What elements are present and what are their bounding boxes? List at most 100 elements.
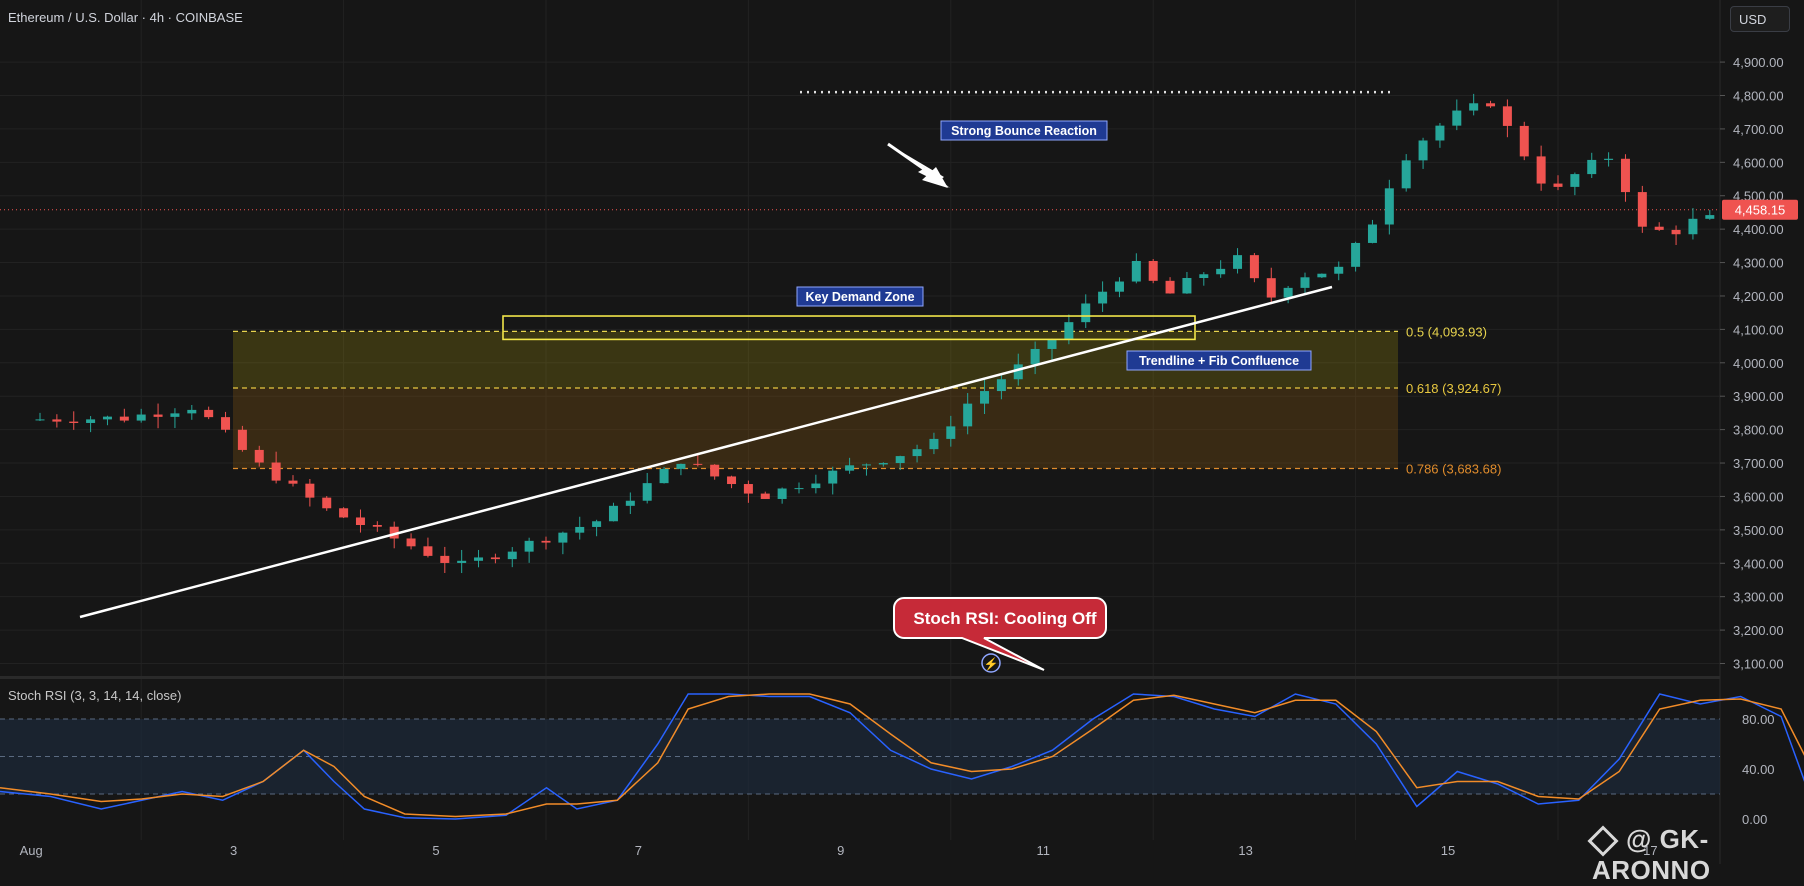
candle-body (1672, 230, 1681, 234)
stoch-callout-text: Stoch RSI: Cooling Off (913, 609, 1097, 628)
candle-body (946, 426, 955, 439)
candle-body (744, 484, 753, 494)
candle-body (1216, 269, 1225, 274)
stoch-rsi-title: Stoch RSI (3, 3, 14, 14, close) (8, 688, 181, 703)
key-demand-zone-label: Key Demand Zone (797, 287, 923, 306)
candle-body (778, 489, 787, 499)
candle-body (1334, 267, 1343, 274)
price-tick-label: 4,100.00 (1733, 322, 1784, 337)
candle-body (997, 379, 1006, 391)
price-tick-label: 3,200.00 (1733, 623, 1784, 638)
candle-body (407, 538, 416, 546)
price-tick-label: 4,400.00 (1733, 222, 1784, 237)
candle-body (1031, 349, 1040, 364)
candle-body (120, 417, 129, 421)
candle-body (1199, 274, 1208, 278)
price-tick-label: 4,600.00 (1733, 155, 1784, 170)
price-tick-label: 3,700.00 (1733, 456, 1784, 471)
price-tick-label: 4,000.00 (1733, 356, 1784, 371)
candle-body (1587, 160, 1596, 174)
candle-body (440, 556, 449, 563)
price-tick-label: 4,900.00 (1733, 55, 1784, 70)
candle-body (1081, 303, 1090, 322)
trendline-fib-label-text: Trendline + Fib Confluence (1139, 354, 1299, 368)
candle-body (86, 419, 95, 423)
candle-body (1385, 188, 1394, 224)
candle-body (1233, 255, 1242, 269)
price-tick-label: 4,700.00 (1733, 122, 1784, 137)
price-tick-label: 3,300.00 (1733, 590, 1784, 605)
candle-body (457, 561, 466, 563)
candle-body (491, 557, 500, 559)
time-tick-label: 9 (837, 843, 844, 858)
candle-body (795, 488, 804, 489)
price-tick-label: 4,800.00 (1733, 89, 1784, 104)
candle-body (710, 465, 719, 477)
candle-body (1368, 224, 1377, 242)
price-tick-label: 3,900.00 (1733, 389, 1784, 404)
candle-body (913, 449, 922, 456)
binance-logo-icon (1587, 826, 1618, 857)
candle-body (322, 498, 331, 509)
candle-body (643, 483, 652, 501)
price-tick-label: 3,800.00 (1733, 423, 1784, 438)
price-tick-label: 3,600.00 (1733, 489, 1784, 504)
candle-body (963, 404, 972, 427)
candle-body (862, 464, 871, 465)
candle-body (828, 471, 837, 484)
rsi-axis-label: 40.00 (1742, 762, 1775, 777)
candle-body (1486, 103, 1495, 106)
candle-body (558, 533, 567, 543)
fib-zone-0.618-0.786 (233, 388, 1398, 469)
candle-body (1149, 261, 1158, 281)
candle-body (69, 422, 78, 423)
candle-body (1604, 159, 1613, 160)
candle-body (238, 430, 247, 450)
candle-body (1554, 184, 1563, 187)
strong-bounce-label-text: Strong Bounce Reaction (951, 124, 1097, 138)
candle-body (508, 552, 517, 559)
candle-body (1132, 261, 1141, 282)
currency-button[interactable]: USD (1730, 6, 1790, 32)
candle-body (1267, 278, 1276, 297)
candle-body (1469, 103, 1478, 110)
candle-body (592, 521, 601, 527)
candle-body (1537, 156, 1546, 183)
candle-body (626, 501, 635, 506)
time-tick-label: Aug (20, 843, 43, 858)
price-tick-label: 3,400.00 (1733, 556, 1784, 571)
candle-body (1284, 288, 1293, 298)
candle-body (811, 484, 820, 489)
candle-body (525, 541, 534, 552)
candle-body (170, 413, 179, 416)
candle-body (187, 410, 196, 413)
candle-body (221, 417, 230, 430)
candle-body (52, 419, 61, 421)
symbol-title: Ethereum / U.S. Dollar · 4h · COINBASE (8, 10, 243, 25)
candle-body (609, 506, 618, 521)
panel-separator (0, 676, 1720, 679)
candle-body (1638, 192, 1647, 227)
candle-body (1064, 322, 1073, 339)
chart-canvas[interactable]: 0.5 (4,093.93)0.618 (3,924.67)0.786 (3,6… (0, 0, 1804, 864)
candle-body (1419, 140, 1428, 160)
candle-body (1435, 126, 1444, 141)
candle-body (1688, 219, 1697, 234)
price-tick-label: 4,200.00 (1733, 289, 1784, 304)
trendline-fib-label: Trendline + Fib Confluence (1127, 351, 1311, 370)
candle-body (204, 410, 213, 417)
candle-body (339, 508, 348, 517)
candle-body (1520, 126, 1529, 156)
time-tick-label: 3 (230, 843, 237, 858)
candle-body (272, 463, 281, 481)
candle-body (1301, 277, 1310, 288)
candle-body (896, 456, 905, 463)
time-tick-label: 5 (432, 843, 439, 858)
chart-stage[interactable]: 0.5 (4,093.93)0.618 (3,924.67)0.786 (3,6… (0, 0, 1804, 864)
time-tick-label: 15 (1441, 843, 1455, 858)
candle-body (542, 541, 551, 543)
candle-body (289, 481, 298, 484)
time-tick-label: 11 (1036, 843, 1050, 858)
time-tick-label: 13 (1238, 843, 1252, 858)
price-tick-label: 3,100.00 (1733, 657, 1784, 672)
